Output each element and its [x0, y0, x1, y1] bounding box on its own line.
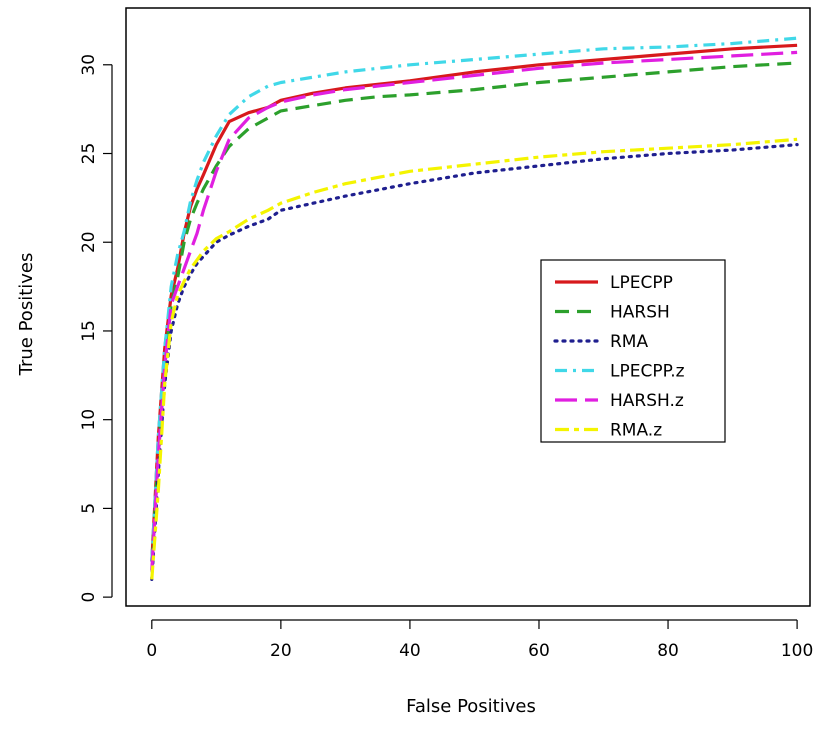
legend-box — [540, 259, 726, 443]
y-tick-label: 10 — [79, 409, 99, 431]
series-layer — [150, 36, 799, 582]
legend-label: RMA.z — [610, 421, 662, 441]
legend-label: HARSH — [610, 303, 670, 323]
y-tick-label: 20 — [79, 231, 99, 253]
series-line-lpecpp — [150, 43, 798, 562]
y-axis-title: True Positives — [16, 253, 37, 377]
plot-frame — [125, 7, 811, 607]
y-tick-label: 0 — [79, 592, 99, 603]
x-tick-label: 40 — [399, 641, 421, 661]
y-tick-label: 25 — [79, 143, 99, 165]
x-axis: 0 20 40 60 80 100 — [146, 619, 813, 661]
series-line-lpecpp-z — [150, 36, 798, 562]
series-line-rma — [150, 143, 799, 582]
y-tick-label: 15 — [79, 320, 99, 342]
y-axis: 0 5 10 15 20 25 30 — [79, 54, 113, 603]
x-tick-label: 80 — [657, 641, 679, 661]
y-tick-label: 30 — [79, 54, 99, 76]
series-line-harsh — [150, 61, 798, 562]
legend-label: RMA — [610, 332, 648, 352]
legend-label: HARSH.z — [610, 391, 684, 411]
legend: LPECPP HARSH RMA LPECPP.z HARSH.z RMA.z — [540, 259, 726, 443]
x-tick-label: 60 — [528, 641, 550, 661]
y-tick-label: 5 — [79, 503, 99, 514]
x-tick-label: 20 — [270, 641, 292, 661]
x-tick-label: 100 — [781, 641, 813, 661]
legend-label: LPECPP.z — [610, 362, 685, 382]
legend-label: LPECPP — [610, 273, 673, 293]
x-axis-title: False Positives — [406, 696, 536, 717]
series-line-harsh-z — [150, 50, 798, 571]
x-tick-label: 0 — [146, 641, 157, 661]
